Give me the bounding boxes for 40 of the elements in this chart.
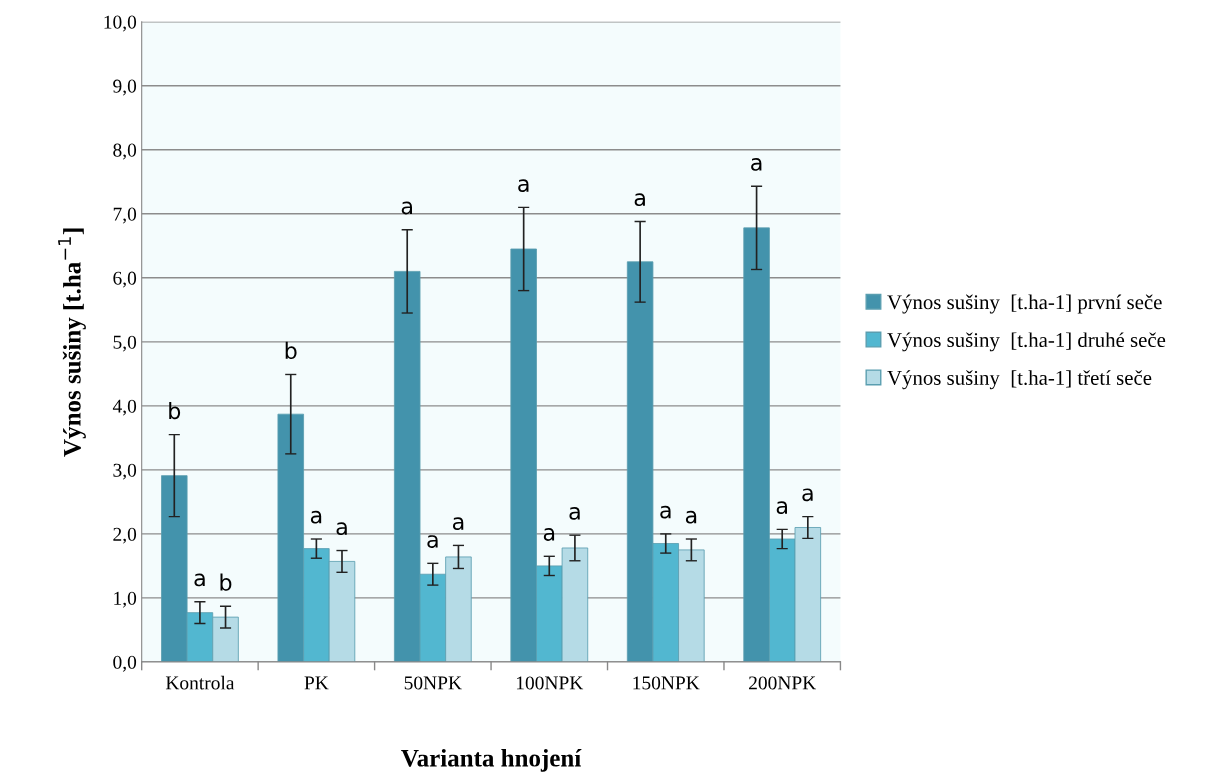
y-tick-label: 2,0 [113,527,137,544]
x-tick-label: 150NPK [633,676,700,690]
annotation: b [285,341,297,360]
x-tick-label: PK [304,676,329,690]
annotation: a [802,488,813,502]
x-tick-label: 200NPK [749,676,817,690]
y-tick-label: 4,0 [112,399,137,416]
annotation: a [452,517,464,530]
y-tick-label: 8,0 [113,143,137,160]
annotation: a [401,201,412,215]
y-tick-label: 3,0 [113,463,137,480]
annotation: a [194,573,205,587]
annotation: a [336,522,347,536]
annotation: a [310,510,322,524]
y-tick-label: 5,0 [113,335,137,352]
annotation: a [543,528,555,541]
x-axis-title: Varianta hnojení [401,749,582,772]
annotation: a [569,506,580,520]
annotation: a [634,193,645,207]
y-tick-label: 9,0 [113,79,137,96]
annotation: a [427,535,438,548]
y-tick-label: 1,0 [114,591,137,608]
annotation: a [685,510,697,524]
y-tick-label: 7,0 [113,207,137,224]
x-tick-label: 50NPK [404,676,462,690]
annotation: b [220,573,232,591]
y-tick-label: 0,0 [113,655,137,672]
annotation: a [518,179,529,192]
legend-label: Výnos sušiny [t.ha-1] druhé seče [887,332,1166,352]
legend-label: Výnos sušiny [t.ha-1] první seče [887,294,1162,314]
y-tick-label: 6,0 [113,271,137,288]
legend-label: Výnos sušiny [t.ha-1] třetí seče [887,370,1152,390]
y-tick-label: 10,0 [104,15,137,32]
annotation: a [660,505,671,519]
annotation: b [169,402,181,420]
annotation: a [751,158,762,171]
x-tick-label: 100NPK [516,676,584,690]
x-tick-label: Kontrola [165,675,235,690]
y-axis-title: Výnos sušiny [t.ha$^{−1}$] [58,228,86,457]
annotation: a [776,501,787,514]
